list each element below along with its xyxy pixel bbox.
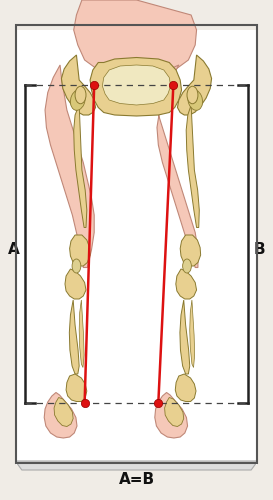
Polygon shape — [69, 300, 79, 374]
Polygon shape — [102, 65, 171, 105]
Polygon shape — [79, 300, 84, 368]
Polygon shape — [180, 300, 190, 374]
Polygon shape — [65, 269, 86, 299]
Polygon shape — [90, 58, 182, 116]
Polygon shape — [45, 65, 94, 268]
Text: B: B — [254, 242, 265, 258]
Polygon shape — [66, 374, 87, 402]
Ellipse shape — [75, 86, 86, 104]
Ellipse shape — [188, 90, 203, 110]
Polygon shape — [177, 55, 212, 115]
Polygon shape — [190, 300, 195, 368]
Polygon shape — [155, 392, 188, 438]
Polygon shape — [176, 269, 197, 299]
Polygon shape — [165, 398, 184, 426]
Text: A: A — [8, 242, 20, 258]
Polygon shape — [54, 398, 73, 426]
Polygon shape — [74, 0, 197, 72]
Ellipse shape — [70, 90, 85, 110]
Polygon shape — [70, 235, 90, 266]
Polygon shape — [180, 235, 201, 266]
Polygon shape — [152, 65, 198, 268]
Polygon shape — [16, 461, 257, 470]
Polygon shape — [44, 392, 77, 438]
Polygon shape — [74, 105, 87, 228]
Ellipse shape — [72, 259, 81, 273]
Polygon shape — [61, 55, 96, 115]
Ellipse shape — [183, 259, 191, 273]
FancyBboxPatch shape — [16, 30, 257, 465]
Polygon shape — [175, 374, 196, 402]
Text: A=B: A=B — [118, 472, 155, 486]
Polygon shape — [186, 105, 199, 228]
Ellipse shape — [187, 86, 198, 104]
